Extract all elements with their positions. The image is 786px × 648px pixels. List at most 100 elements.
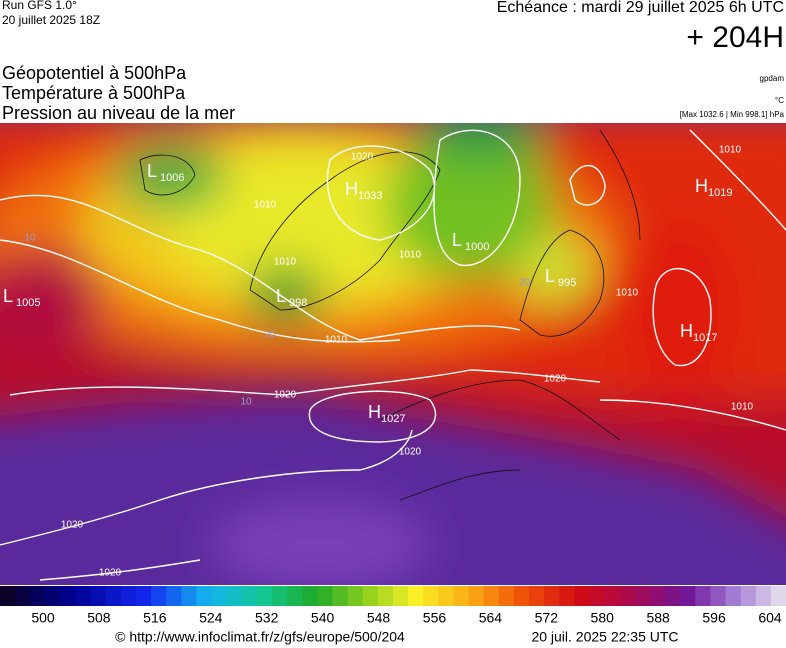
colorbar-cell bbox=[680, 586, 696, 606]
colorbar-cell bbox=[770, 586, 786, 606]
center-kind: L bbox=[147, 161, 157, 181]
colorbar-cell bbox=[513, 586, 530, 606]
center-value: 1005 bbox=[16, 297, 40, 309]
colorbar-cell bbox=[604, 586, 621, 606]
colorbar-cell bbox=[347, 586, 364, 606]
colorbar-cell bbox=[483, 586, 500, 606]
colorbar-cell bbox=[574, 586, 590, 606]
colorbar-cell bbox=[302, 586, 318, 606]
colorbar-cell bbox=[710, 586, 727, 606]
center-value: 1006 bbox=[160, 172, 184, 184]
colorbar-cell bbox=[256, 586, 273, 606]
unit-label: [Max 1032.6 | Min 998.1] hPa bbox=[680, 110, 785, 119]
isobar-label: 1010 bbox=[325, 335, 348, 346]
center-kind: L bbox=[452, 230, 462, 250]
colorbar-cell bbox=[438, 586, 454, 606]
isobar-label: 1010 bbox=[254, 200, 277, 211]
colorbar-tick-label: 516 bbox=[143, 610, 167, 626]
colorbar-tick-label: 500 bbox=[31, 610, 55, 626]
center-value: 1027 bbox=[381, 413, 405, 425]
center-kind: L bbox=[545, 266, 555, 286]
run-label: Run GFS 1.0° bbox=[2, 0, 77, 12]
colorbar-cell bbox=[151, 586, 167, 606]
colorbar-cell bbox=[665, 586, 681, 606]
colorbar-cell bbox=[181, 586, 197, 606]
unit-label: °C bbox=[775, 96, 784, 105]
center-value: 998 bbox=[289, 297, 307, 309]
colorbar-cell bbox=[695, 586, 711, 606]
colorbar-cell bbox=[120, 586, 137, 606]
run-date: 20 juillet 2025 18Z bbox=[2, 13, 100, 27]
colorbar: 500 508 516 524 532 540 548 556 564 572 580 588 596 6… bbox=[0, 586, 786, 626]
center-kind: H bbox=[680, 321, 693, 341]
center-value: 1033 bbox=[358, 190, 382, 202]
field-title: Géopotentiel à 500hPa bbox=[2, 63, 187, 83]
colorbar-cell bbox=[211, 586, 228, 606]
colorbar-cell bbox=[468, 586, 485, 606]
colorbar-tick-label: 596 bbox=[702, 610, 726, 626]
map-field bbox=[0, 123, 786, 585]
colorbar-cell bbox=[725, 586, 742, 606]
colorbar-cell bbox=[362, 586, 379, 606]
colorbar-tick-label: 580 bbox=[591, 610, 615, 626]
colorbar-tick-label: 572 bbox=[535, 610, 559, 626]
colorbar-cell bbox=[544, 586, 560, 606]
colorbar-cell bbox=[60, 586, 77, 606]
unit-label: gpdam bbox=[760, 74, 785, 83]
isotherm-label: 10 bbox=[24, 233, 36, 244]
colorbar-cell bbox=[619, 586, 636, 606]
colorbar-tick-label: 548 bbox=[367, 610, 391, 626]
center-value: 1000 bbox=[465, 241, 489, 253]
isotherm-label: 20 bbox=[519, 278, 531, 289]
colorbar-cell bbox=[287, 586, 303, 606]
isobar-label: 1010 bbox=[616, 288, 639, 299]
isobar-label: 1020 bbox=[351, 152, 374, 163]
colorbar-tick-label: 508 bbox=[87, 610, 111, 626]
colorbar-cell bbox=[423, 586, 439, 606]
contour-labels: 1020101010101010101010101010101010201020… bbox=[24, 145, 753, 579]
colorbar-tick-label: 556 bbox=[423, 610, 447, 626]
center-kind: H bbox=[368, 402, 381, 422]
field-title: Pression au niveau de la mer bbox=[2, 103, 235, 123]
isotherm-label: 10 bbox=[240, 397, 252, 408]
isobar-label: 1020 bbox=[274, 390, 297, 401]
colorbar-cell bbox=[15, 586, 31, 606]
colorbar-cell bbox=[332, 586, 349, 606]
isobar-label: 1020 bbox=[399, 447, 422, 458]
colorbar-cell bbox=[317, 586, 334, 606]
colorbar-cell bbox=[740, 586, 757, 606]
colorbar-cell bbox=[226, 586, 243, 606]
lead-time: + 204H bbox=[686, 21, 784, 54]
colorbar-tick-label: 588 bbox=[646, 610, 670, 626]
isobar-label: 1010 bbox=[731, 402, 754, 413]
colorbar-cell bbox=[0, 586, 16, 606]
forecast-time: Echéance : mardi 29 juillet 2025 6h UTC bbox=[497, 0, 784, 16]
colorbar-tick-label: 532 bbox=[255, 610, 279, 626]
center-value: 995 bbox=[558, 277, 576, 289]
colorbar-cell bbox=[453, 586, 470, 606]
footer-date: 20 juil. 2025 22:35 UTC bbox=[531, 629, 678, 645]
colorbar-cell bbox=[30, 586, 46, 606]
colorbar-cell bbox=[241, 586, 258, 606]
colorbar-cell bbox=[272, 586, 288, 606]
colorbar-tick-label: 604 bbox=[758, 610, 782, 626]
isobar-label: 1020 bbox=[544, 374, 567, 385]
center-value: 1019 bbox=[708, 187, 732, 199]
colorbar-cell bbox=[559, 586, 575, 606]
footer-source: © http://www.infoclimat.fr/z/gfs/europe/… bbox=[115, 629, 405, 645]
colorbar-cell bbox=[634, 586, 651, 606]
center-kind: H bbox=[695, 176, 708, 196]
colorbar-cell bbox=[75, 586, 92, 606]
colorbar-cell bbox=[589, 586, 606, 606]
colorbar-cell bbox=[377, 586, 394, 606]
colorbar-cell bbox=[136, 586, 152, 606]
isobar-label: 1010 bbox=[274, 257, 297, 268]
colorbar-cell bbox=[498, 586, 515, 606]
colorbar-tick-label: 540 bbox=[311, 610, 335, 626]
colorbar-cell bbox=[529, 586, 545, 606]
colorbar-cell bbox=[649, 586, 666, 606]
colorbar-cell bbox=[105, 586, 122, 606]
colorbar-cell bbox=[90, 586, 107, 606]
